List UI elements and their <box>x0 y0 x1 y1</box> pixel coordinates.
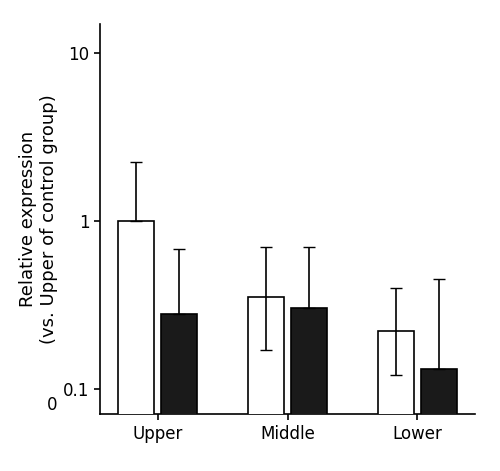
Bar <box>248 297 284 471</box>
Bar <box>290 309 327 471</box>
Y-axis label: Relative expression
(vs. Upper of control group): Relative expression (vs. Upper of contro… <box>19 94 58 344</box>
Bar <box>161 314 198 471</box>
Bar <box>378 331 414 471</box>
Bar <box>118 221 154 471</box>
Text: 0: 0 <box>46 397 57 414</box>
Bar <box>420 369 457 471</box>
